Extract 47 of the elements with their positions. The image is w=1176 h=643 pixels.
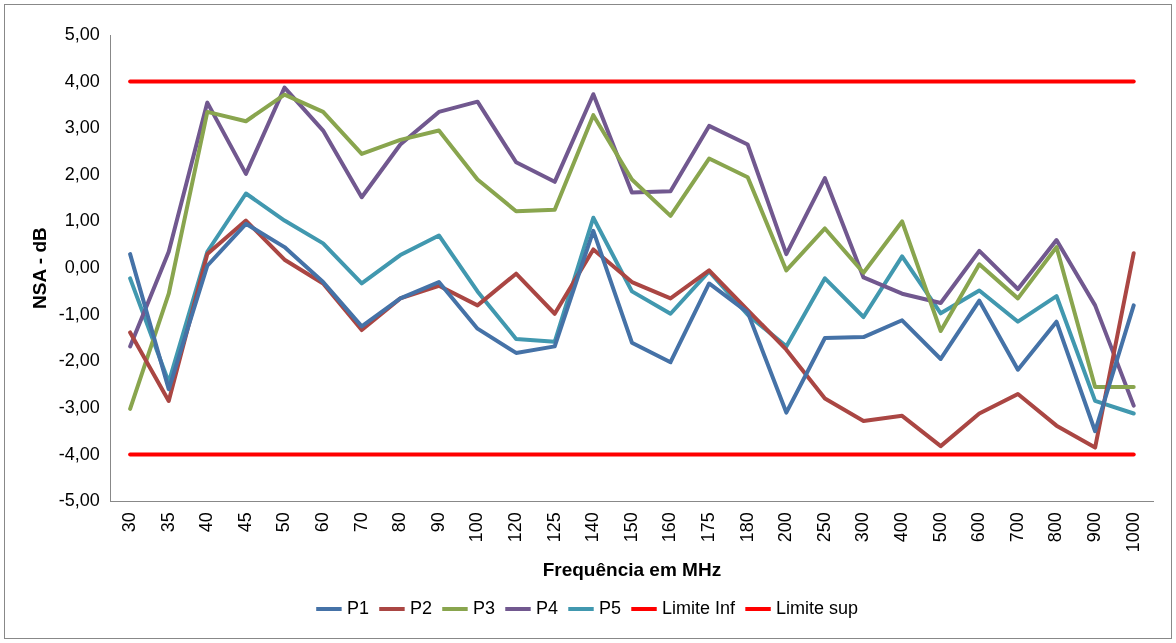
x-tick-label: 150 <box>620 512 641 543</box>
y-tick-label: -4,00 <box>58 443 100 464</box>
x-tick-label: 160 <box>659 512 680 543</box>
x-tick-label: 800 <box>1045 512 1066 543</box>
x-tick-label: 35 <box>157 512 178 533</box>
legend-label: Limite Inf <box>662 597 737 618</box>
y-tick-label: -3,00 <box>58 396 100 417</box>
y-tick-label: -1,00 <box>58 303 100 324</box>
x-tick-label: 900 <box>1084 512 1105 543</box>
x-tick-label: 40 <box>196 512 217 533</box>
legend-label: P3 <box>472 597 495 618</box>
y-tick-label: 3,00 <box>64 117 100 138</box>
x-tick-label: 700 <box>1006 512 1027 543</box>
legend-label: P2 <box>409 597 432 618</box>
x-tick-label: 45 <box>234 512 255 533</box>
x-tick-label: 80 <box>389 512 410 533</box>
x-tick-label: 200 <box>775 512 796 543</box>
legend-label: P4 <box>535 597 559 618</box>
x-tick-label: 60 <box>312 512 333 533</box>
y-tick-label: -5,00 <box>58 490 100 511</box>
x-tick-label: 300 <box>852 512 873 543</box>
y-tick-label: 4,00 <box>64 70 100 91</box>
x-tick-label: 400 <box>891 512 912 543</box>
x-tick-label: 250 <box>813 512 834 543</box>
x-tick-label: 100 <box>466 512 487 543</box>
x-tick-label: 50 <box>273 512 294 533</box>
y-tick-label: -2,00 <box>58 350 100 371</box>
legend-label: P1 <box>346 597 369 618</box>
x-tick-label: 120 <box>505 512 526 543</box>
y-axis-title: NSA - dB <box>28 227 50 309</box>
x-tick-label: 90 <box>427 512 448 533</box>
y-tick-label: 2,00 <box>64 163 100 184</box>
y-tick-label: 5,00 <box>64 23 100 44</box>
x-tick-label: 125 <box>543 512 564 543</box>
legend-label: P5 <box>598 597 622 618</box>
y-tick-label: 1,00 <box>64 210 100 231</box>
x-axis-title: Frequência em MHz <box>542 558 722 580</box>
x-tick-label: 70 <box>350 512 371 533</box>
x-tick-label: 30 <box>119 512 140 533</box>
x-tick-label: 140 <box>582 512 603 543</box>
x-tick-label: 500 <box>929 512 950 543</box>
x-tick-label: 175 <box>698 512 719 543</box>
y-tick-label: 0,00 <box>64 257 100 278</box>
x-tick-label: 600 <box>968 512 989 543</box>
x-tick-label: 1000 <box>1122 512 1143 553</box>
legend-label: Limite sup <box>776 597 859 618</box>
x-tick-label: 180 <box>736 512 757 543</box>
